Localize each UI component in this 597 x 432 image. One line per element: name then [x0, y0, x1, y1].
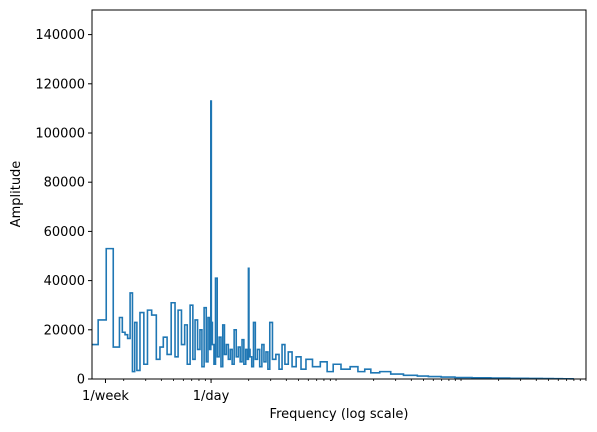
y-tick-label: 100000	[35, 127, 85, 142]
x-axis-ticks: 1/week 1/day	[82, 379, 587, 404]
x-axis-label: Frequency (log scale)	[270, 407, 409, 422]
x-tick-label: 1/day	[193, 389, 230, 404]
series-layer	[92, 100, 574, 380]
plot-frame	[91, 9, 587, 380]
y-tick-label: 40000	[44, 274, 85, 289]
x-tick-label: 1/week	[82, 389, 129, 404]
plot-area	[92, 10, 586, 379]
y-tick-label: 0	[77, 373, 85, 388]
y-tick-label: 120000	[35, 77, 85, 92]
y-tick-label: 80000	[44, 176, 85, 191]
y-tick-label: 20000	[44, 323, 85, 338]
y-axis-label: Amplitude	[9, 161, 24, 228]
amplitude-series-line	[92, 100, 574, 380]
y-axis-ticks: 0 20000 40000 60000 80000 100000 120000 140000	[35, 28, 92, 388]
y-tick-label: 60000	[44, 225, 85, 240]
y-tick-label: 140000	[35, 28, 85, 43]
